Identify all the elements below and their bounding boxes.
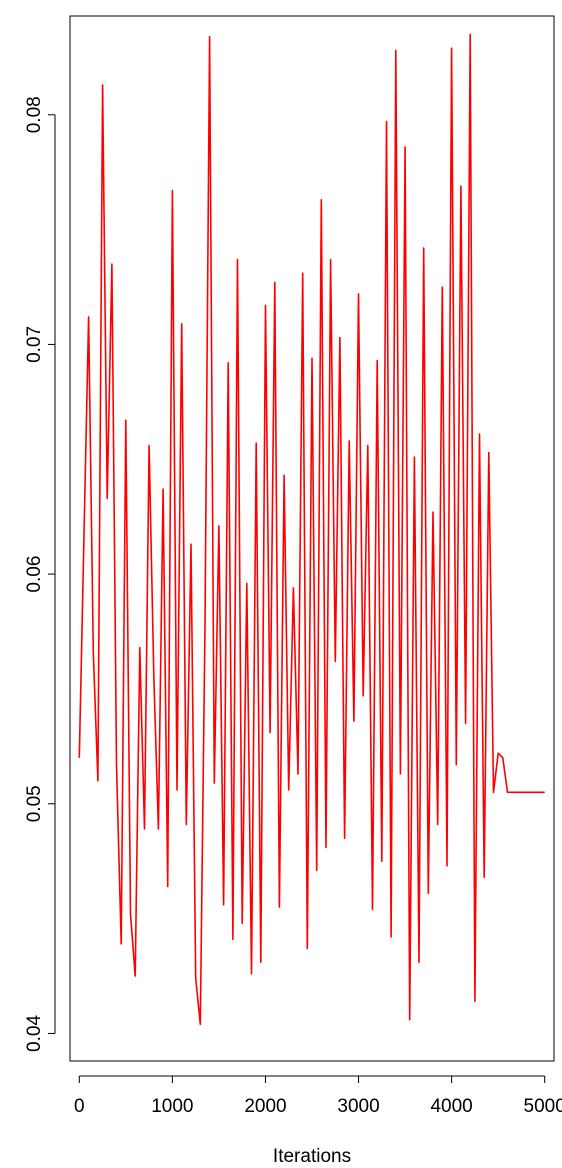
x-tick-label: 3000 bbox=[337, 1096, 379, 1117]
y-tick-label: 0.08 bbox=[24, 96, 45, 133]
y-tick-label: 0.05 bbox=[24, 785, 45, 822]
y-axis: 0.04 0.05 0.06 0.07 0.08 bbox=[24, 96, 56, 1052]
y-tick-label: 0.06 bbox=[24, 556, 45, 593]
x-axis-title: Iterations bbox=[273, 1146, 351, 1167]
plot-frame bbox=[69, 15, 555, 1062]
y-tick-label: 0.07 bbox=[24, 326, 45, 363]
x-axis: 0 1000 2000 3000 4000 5000 bbox=[74, 1075, 562, 1117]
series-line bbox=[78, 33, 545, 1026]
x-tick-label: 1000 bbox=[151, 1096, 193, 1117]
x-tick-label: 4000 bbox=[430, 1096, 472, 1117]
x-tick-label: 0 bbox=[74, 1096, 85, 1117]
x-tick-label: 2000 bbox=[244, 1096, 286, 1117]
y-tick-label: 0.04 bbox=[24, 1015, 45, 1052]
x-tick-label: 5000 bbox=[524, 1096, 562, 1117]
